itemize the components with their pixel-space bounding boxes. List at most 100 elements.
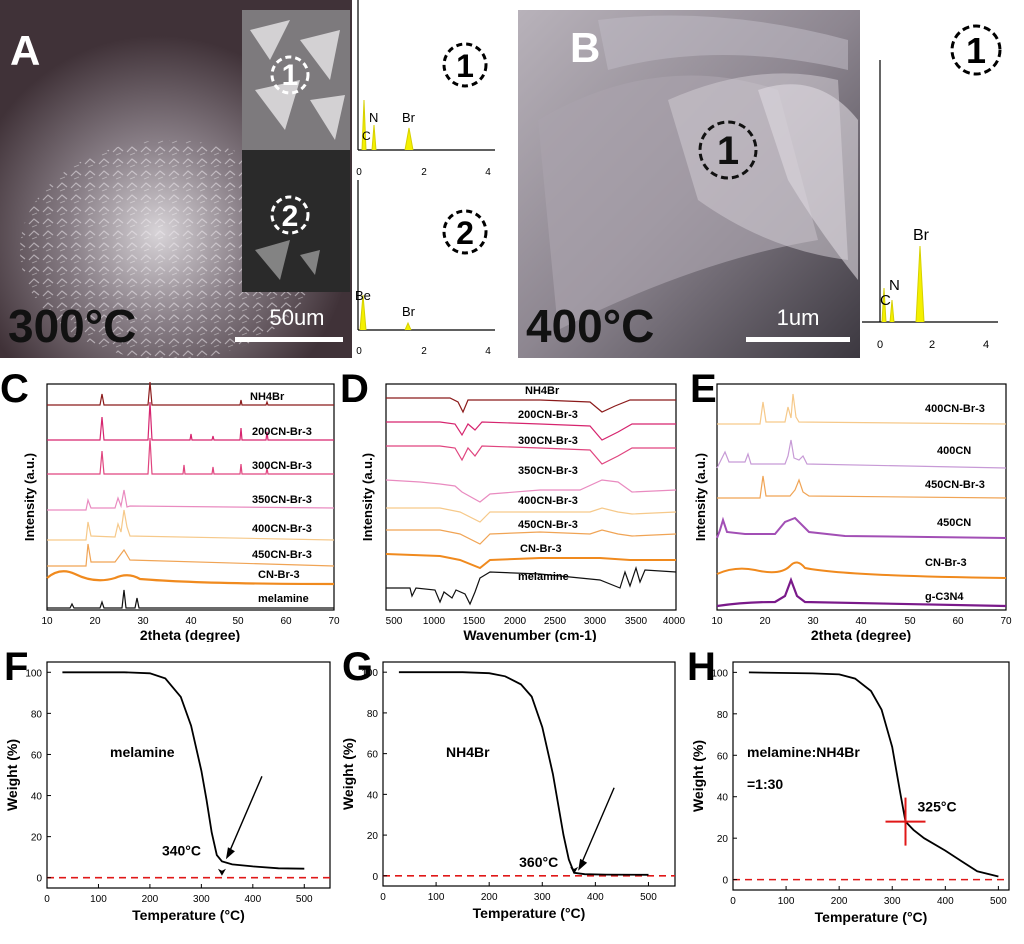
- edx-b-label: 1: [966, 30, 986, 71]
- chart-f: F 0 100 200 300 400 500 0 20 40 60 80 100 Temperatur…: [4, 645, 331, 923]
- panel-a-figure: 1 2 A 300°C 50um C N Br 0 2 4 1 Be Br 0 …: [0, 0, 495, 360]
- label-c-350cn: 350CN-Br-3: [252, 494, 312, 506]
- label-e-gc3n4: g-C3N4: [925, 591, 964, 603]
- series-d-nh4br: [386, 397, 676, 414]
- arrow-f: [227, 776, 263, 856]
- ytick-g-60: 60: [367, 750, 379, 761]
- xtick-e-40: 40: [855, 616, 867, 627]
- ytick-f-20: 20: [31, 833, 43, 844]
- edx1-tick-4: 4: [485, 167, 491, 178]
- xtick-f-200: 200: [142, 894, 159, 905]
- ytick-h-40: 40: [717, 793, 729, 804]
- ytick-g-80: 80: [367, 709, 379, 720]
- edx1-peak-c: C: [362, 129, 371, 143]
- chart-h: H 0 100 200 300 400 500 0 20 40 60 80 100 Temperatur…: [687, 645, 1010, 925]
- xtick-f-300: 300: [193, 894, 210, 905]
- xtick-d-2500: 2500: [544, 616, 567, 627]
- series-h-weight: [748, 671, 999, 878]
- series-d-300cn: [386, 445, 676, 465]
- xtick-g-200: 200: [481, 892, 498, 903]
- ylabel-h: Weight (%): [690, 740, 706, 812]
- xtick-h-200: 200: [831, 896, 848, 907]
- plot-frame-d: [385, 383, 677, 611]
- series-d-350cn: [385, 479, 677, 503]
- label-d-400cn: 400CN-Br-3: [518, 495, 578, 507]
- ytick-g-20: 20: [367, 831, 379, 842]
- ytick-f-40: 40: [31, 792, 43, 803]
- series-c-450cn: [47, 543, 335, 567]
- marker-label-f: 340°C: [162, 842, 201, 858]
- panel-e: E 400CN-Br-3 400CN 450CN-Br-3 450CN CN-B…: [685, 362, 1024, 643]
- scale-bar-label-b: 1um: [777, 305, 820, 330]
- xtick-e-10: 10: [711, 616, 723, 627]
- edx2-label: 2: [456, 215, 474, 251]
- xtick-h-400: 400: [937, 896, 954, 907]
- panel-d: D NH4Br 200CN-Br-3 300CN-Br-3 350CN-Br-3…: [340, 362, 690, 643]
- xtick-d-1000: 1000: [423, 616, 446, 627]
- label-d-cnbr3: CN-Br-3: [520, 543, 562, 555]
- xlabel-e: 2theta (degree): [811, 627, 911, 642]
- annotation-h: melamine:NH4Br: [747, 744, 860, 760]
- spot-label-b1: 1: [717, 129, 739, 173]
- xlabel-h: Temperature (°C): [815, 909, 928, 925]
- xticks-c: 10 20 30 40 50 60 70: [41, 616, 340, 627]
- xtick-g-0: 0: [380, 892, 386, 903]
- chart-g: G 0 100 200 300 400 500 0 20 40 60 80 100 Temperatur…: [340, 645, 676, 921]
- series-g-weight: [398, 671, 649, 876]
- edx2-tick-0: 0: [356, 346, 362, 357]
- annotation-f: melamine: [110, 744, 175, 760]
- xtick-e-50: 50: [904, 616, 916, 627]
- panel-b: B 1 400°C 1um C N Br 0 2 4 1: [518, 0, 1024, 358]
- chart-e: E 400CN-Br-3 400CN 450CN-Br-3 450CN CN-B…: [690, 367, 1012, 643]
- panel-h: H 0 100 200 300 400 500 0 20 40 60 80 100 Temperatur…: [685, 640, 1024, 939]
- edx1-peak-n: N: [369, 110, 378, 125]
- xtick-d-3500: 3500: [625, 616, 648, 627]
- edx1-tick-0: 0: [356, 167, 362, 178]
- label-d-450cn: 450CN-Br-3: [518, 519, 578, 531]
- ytick-h-0: 0: [722, 876, 728, 887]
- label-c-melamine: melamine: [258, 593, 309, 605]
- xlabel-c: 2theta (degree): [140, 627, 240, 642]
- edx-b-peak-n: N: [889, 277, 900, 294]
- series-c-cnbr3: [46, 570, 335, 586]
- spot-marker-b1: [698, 120, 758, 180]
- arrow-g: [579, 787, 615, 868]
- panel-b-figure: B 1 400°C 1um C N Br 0 2 4 1: [518, 10, 1002, 358]
- xtick-e-20: 20: [759, 616, 771, 627]
- temperature-label-b: 400°C: [526, 300, 654, 352]
- ytick-f-100: 100: [25, 668, 42, 679]
- ytick-f-0: 0: [36, 874, 42, 885]
- panel-letter-g: G: [342, 645, 373, 689]
- panel-letter-d: D: [340, 367, 369, 411]
- label-e-450cn: 450CN: [937, 517, 971, 529]
- xtick-c-40: 40: [185, 616, 197, 627]
- xticks-e: 10 20 30 40 50 60 70: [711, 616, 1012, 627]
- edx1-peak-br: Br: [402, 110, 416, 125]
- label-c-450cn: 450CN-Br-3: [252, 549, 312, 561]
- annotation2-h: =1:30: [747, 776, 783, 792]
- spot-label-1: 1: [282, 59, 299, 92]
- ytick-f-80: 80: [31, 709, 43, 720]
- label-e-400cn: 400CN: [937, 445, 971, 457]
- edx-b-tick-0: 0: [877, 339, 883, 351]
- label-c-cnbr3: CN-Br-3: [258, 569, 300, 581]
- xtick-c-70: 70: [328, 616, 340, 627]
- xlabel-f: Temperature (°C): [132, 907, 245, 923]
- panel-letter-c: C: [0, 367, 29, 411]
- spot-label-2: 2: [282, 200, 299, 233]
- temperature-label-a: 300°C: [8, 300, 136, 352]
- edx2-tick-2: 2: [421, 346, 427, 357]
- label-d-200cn: 200CN-Br-3: [518, 409, 578, 421]
- panel-letter-e: E: [690, 367, 717, 411]
- series-c-200cn: [47, 401, 334, 441]
- inset-region-2: [242, 150, 350, 292]
- xtick-h-300: 300: [884, 896, 901, 907]
- xtick-f-0: 0: [44, 894, 50, 905]
- xtick-e-60: 60: [952, 616, 964, 627]
- xtick-d-2000: 2000: [504, 616, 527, 627]
- xtick-f-500: 500: [296, 894, 313, 905]
- xtick-d-500: 500: [386, 616, 403, 627]
- spot-marker-1: [270, 55, 310, 95]
- label-c-400cn: 400CN-Br-3: [252, 523, 312, 535]
- scale-bar-b: [746, 337, 850, 342]
